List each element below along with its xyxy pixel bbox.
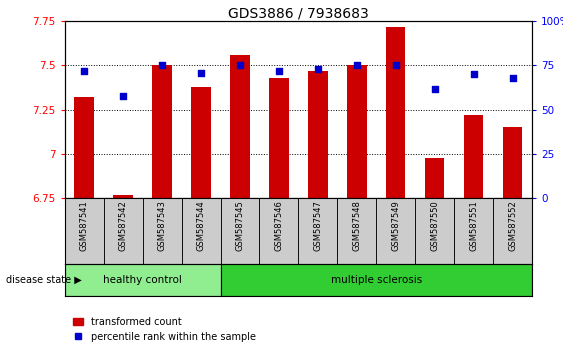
Bar <box>415 198 454 264</box>
Text: GSM587545: GSM587545 <box>235 200 244 251</box>
Text: GSM587547: GSM587547 <box>314 200 323 251</box>
Bar <box>113 195 133 198</box>
Title: GDS3886 / 7938683: GDS3886 / 7938683 <box>228 6 369 20</box>
Point <box>119 93 128 98</box>
Bar <box>503 127 522 198</box>
Bar <box>65 264 221 296</box>
Text: disease state ▶: disease state ▶ <box>6 275 82 285</box>
Bar <box>425 158 444 198</box>
Bar <box>347 65 367 198</box>
Text: GSM587543: GSM587543 <box>158 200 167 251</box>
Text: GSM587544: GSM587544 <box>196 200 205 251</box>
Text: GSM587548: GSM587548 <box>352 200 361 251</box>
Bar <box>74 97 94 198</box>
Legend: transformed count, percentile rank within the sample: transformed count, percentile rank withi… <box>70 313 260 346</box>
Point <box>430 86 439 91</box>
Point <box>274 68 283 74</box>
Text: GSM587549: GSM587549 <box>391 200 400 251</box>
Text: GSM587552: GSM587552 <box>508 200 517 251</box>
Bar <box>386 27 405 198</box>
Text: healthy control: healthy control <box>103 275 182 285</box>
Text: GSM587551: GSM587551 <box>469 200 478 251</box>
Text: GSM587541: GSM587541 <box>80 200 89 251</box>
Text: GSM587550: GSM587550 <box>430 200 439 251</box>
Point <box>508 75 517 81</box>
Bar <box>153 65 172 198</box>
Point <box>352 63 361 68</box>
Point <box>80 68 89 74</box>
Bar <box>191 87 211 198</box>
Bar <box>337 198 376 264</box>
Point <box>314 66 323 72</box>
Bar <box>308 71 328 198</box>
Bar <box>260 198 298 264</box>
Text: GSM587542: GSM587542 <box>119 200 128 251</box>
Text: multiple sclerosis: multiple sclerosis <box>330 275 422 285</box>
Bar <box>298 198 337 264</box>
Point <box>196 70 205 75</box>
Point <box>158 63 167 68</box>
Bar <box>230 55 250 198</box>
Bar <box>454 198 493 264</box>
Point <box>469 72 478 77</box>
Bar <box>221 198 260 264</box>
Bar <box>142 198 181 264</box>
Bar <box>65 198 104 264</box>
Bar <box>493 198 532 264</box>
Text: GSM587546: GSM587546 <box>274 200 283 251</box>
Bar <box>464 115 484 198</box>
Bar <box>376 198 415 264</box>
Bar <box>221 264 532 296</box>
Point <box>235 63 244 68</box>
Point <box>391 63 400 68</box>
Bar <box>269 78 289 198</box>
Bar <box>181 198 221 264</box>
Bar <box>104 198 142 264</box>
